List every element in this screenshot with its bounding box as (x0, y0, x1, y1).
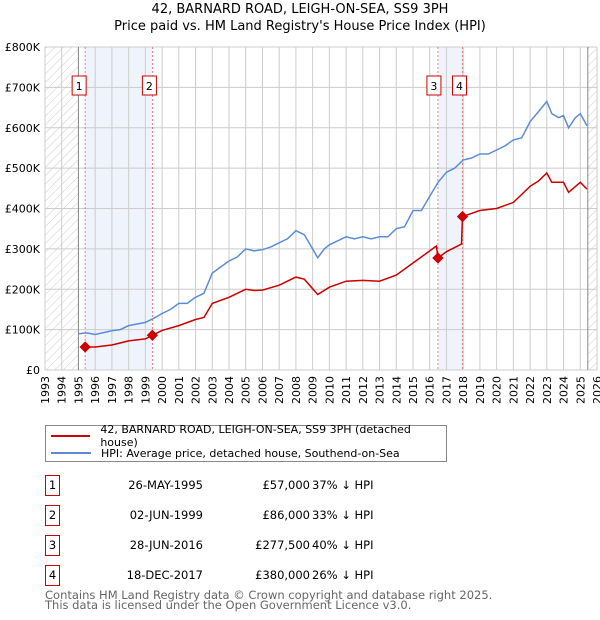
x-tick-label: 2023 (541, 376, 554, 404)
x-tick-label: 2024 (558, 376, 571, 404)
footer-line: This data is licensed under the Open Gov… (45, 598, 412, 612)
legend-item-property: 42, BARNARD ROAD, LEIGH-ON-SEA, SS9 3PH … (51, 423, 446, 449)
footer: Contains HM Land Registry data © Crown c… (45, 588, 493, 612)
x-tick-label: 2016 (424, 376, 437, 404)
sale-marker-label: 4 (456, 80, 463, 93)
chart-title: 42, BARNARD ROAD, LEIGH-ON-SEA, SS9 3PH (151, 2, 449, 17)
sale-row: 4 18-DEC-2017 £380,000 26% ↓ HPI (45, 565, 465, 586)
x-tick-label: 2002 (190, 376, 203, 404)
x-tick-label: 1994 (56, 376, 69, 404)
y-tick-label: £800K (5, 41, 41, 54)
sale-hpi-diff: 33% ↓ HPI (312, 508, 374, 522)
sale-marker-box (452, 75, 468, 96)
x-tick-label: 2018 (457, 376, 470, 404)
sale-marker-badge: 4 (45, 565, 60, 586)
y-tick-label: £300K (5, 243, 41, 256)
sale-marker-badge: 2 (45, 505, 60, 526)
sale-date: 26-MAY-1995 (128, 478, 203, 492)
plot-area: 1993 1994 1995 1996 1997 1998 1999 2000 2001 2002… (5, 41, 600, 404)
legend-swatch (51, 452, 91, 454)
legend-item-hpi: HPI: Average price, detached house, Sout… (51, 445, 400, 461)
x-tick-label: 1997 (106, 376, 119, 404)
x-tick-label: 2008 (290, 376, 303, 404)
footer-line: Contains HM Land Registry data © Crown c… (45, 588, 493, 602)
sale-price: £86,000 (262, 508, 310, 522)
y-tick-label: £600K (5, 122, 41, 135)
sale-marker-box (71, 75, 87, 96)
sale-marker-box (426, 75, 442, 96)
x-tick-label: 2005 (240, 376, 253, 404)
sale-row: 2 02-JUN-1999 £86,000 33% ↓ HPI (45, 505, 465, 526)
x-tick-label: 2020 (491, 376, 504, 404)
y-tick-label: £700K (5, 81, 41, 94)
x-tick-label: 2022 (524, 376, 537, 404)
sale-hpi-diff: 37% ↓ HPI (312, 478, 374, 492)
x-tick-label: 2011 (340, 376, 353, 404)
sale-price: £57,000 (262, 478, 310, 492)
x-tick-label: 2013 (374, 376, 387, 404)
x-tick-label: 1996 (89, 376, 102, 404)
x-tick-label: 2012 (357, 376, 370, 404)
sale-hpi-diff: 26% ↓ HPI (312, 568, 374, 582)
sale-point (432, 252, 444, 264)
sale-marker-label: 2 (146, 80, 153, 93)
x-tick-label: 2015 (407, 376, 420, 404)
x-tick-label: 2006 (256, 376, 269, 404)
x-tick-label: 2007 (273, 376, 286, 404)
sale-row: 3 28-JUN-2016 £277,500 40% ↓ HPI (45, 535, 465, 556)
x-tick-label: 2009 (307, 376, 320, 404)
y-tick-label: £200K (5, 283, 41, 296)
sale-marker-label: 1 (76, 80, 83, 93)
x-tick-label: 1999 (139, 376, 152, 404)
legend: 42, BARNARD ROAD, LEIGH-ON-SEA, SS9 3PH … (45, 423, 447, 462)
x-tick-label: 2019 (474, 376, 487, 404)
sale-point (456, 210, 469, 223)
sale-price: £277,500 (255, 538, 310, 552)
sale-marker-badge: 1 (45, 475, 60, 496)
sale-marker-box (141, 75, 157, 96)
series-line (85, 171, 588, 348)
x-tick-label: 2003 (206, 376, 219, 404)
sale-date: 28-JUN-2016 (129, 538, 203, 552)
sale-date: 02-JUN-1999 (129, 508, 203, 522)
x-tick-label: 2021 (507, 376, 520, 404)
x-tick-label: 1995 (72, 376, 85, 404)
sale-row: 1 26-MAY-1995 £57,000 37% ↓ HPI (45, 475, 465, 496)
sale-marker-badge: 3 (45, 535, 60, 556)
x-tick-label: 1998 (123, 376, 136, 404)
y-tick-label: £500K (5, 162, 41, 175)
sale-price: £380,000 (255, 568, 310, 582)
sale-point (146, 329, 159, 341)
legend-label: 42, BARNARD ROAD, LEIGH-ON-SEA, SS9 3PH … (100, 423, 411, 449)
chart-subtitle: Price paid vs. HM Land Registry's House … (114, 19, 486, 34)
sale-marker-label: 3 (430, 80, 437, 93)
x-tick-label: 2025 (574, 376, 587, 404)
x-tick-label: 1993 (39, 376, 52, 404)
series-line (78, 100, 588, 336)
legend-label: HPI: Average price, detached house, Sout… (101, 446, 400, 460)
x-tick-label: 2001 (173, 376, 186, 404)
x-tick-label: 2017 (440, 376, 453, 404)
sale-date: 18-DEC-2017 (126, 568, 203, 582)
y-tick-label: £100K (5, 324, 41, 337)
x-tick-label: 2014 (390, 376, 403, 404)
x-tick-label: 2004 (223, 376, 236, 404)
legend-swatch (51, 435, 91, 437)
x-tick-label: 2000 (156, 376, 169, 404)
x-tick-label: 2026 (591, 376, 600, 404)
y-tick-label: £400K (5, 203, 41, 216)
x-tick-label: 2010 (323, 376, 336, 404)
sale-hpi-diff: 40% ↓ HPI (312, 538, 374, 552)
y-tick-label: £0 (26, 364, 40, 377)
